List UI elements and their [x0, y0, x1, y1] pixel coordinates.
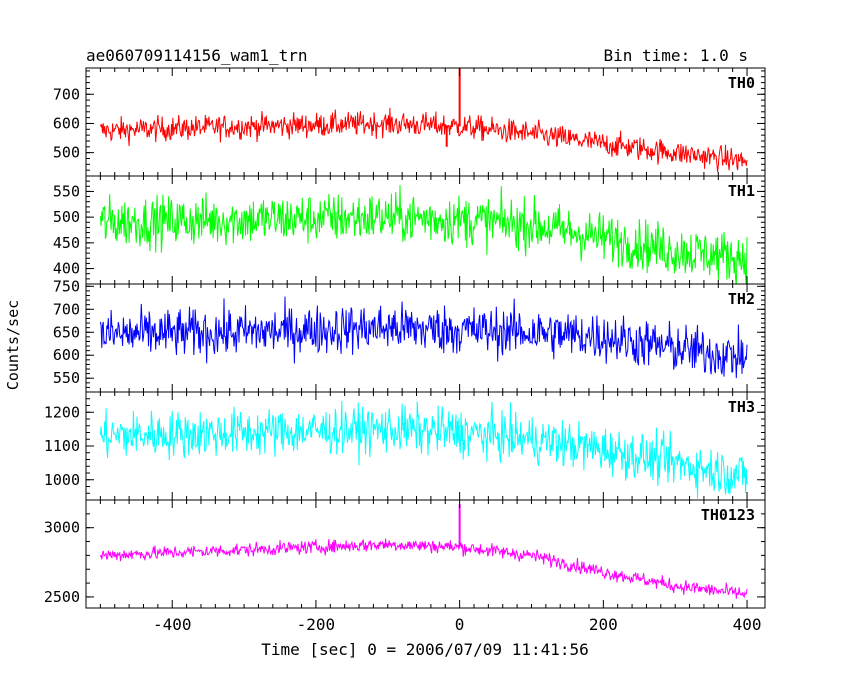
panel-label: TH0 — [728, 74, 755, 92]
panel-frame — [85, 499, 766, 609]
y-tick-label: 500 — [53, 144, 80, 162]
panels-group: 500 600 700 TH0 400 450 500 550 TH1 550 600 650 700 7… — [44, 67, 766, 634]
panel-label: TH3 — [728, 398, 755, 416]
x-tick-label: -200 — [297, 615, 336, 634]
panel-th0: 500 600 700 TH0 — [53, 67, 766, 177]
y-tick-label: 700 — [53, 300, 80, 318]
y-axis-label: Counts/sec — [4, 300, 22, 390]
panel-frame — [85, 391, 766, 501]
series-line-th3 — [99, 400, 748, 499]
x-tick-label: 400 — [733, 615, 762, 634]
panel-th3: 1000 1100 1200 TH3 — [44, 391, 766, 501]
y-tick-label: 700 — [53, 85, 80, 103]
series-line-th2 — [99, 296, 748, 379]
panel-th2: 550 600 650 700 750 TH2 — [53, 277, 766, 393]
panel-label: TH2 — [728, 290, 755, 308]
panel-label: TH0123 — [701, 506, 755, 524]
y-tick-label: 550 — [53, 182, 80, 200]
y-tick-label: 450 — [53, 234, 80, 252]
x-tick-label: 0 — [455, 615, 465, 634]
y-tick-label: 1000 — [44, 471, 80, 489]
y-tick-label: 500 — [53, 208, 80, 226]
series-line-th1 — [99, 185, 748, 284]
panel-th1: 400 450 500 550 TH1 — [53, 175, 766, 285]
panel-label: TH1 — [728, 182, 755, 200]
y-tick-label: 600 — [53, 346, 80, 364]
series-line-th0 — [99, 107, 748, 173]
series-line-th0123 — [99, 538, 748, 599]
y-tick-label: 550 — [53, 369, 80, 387]
y-tick-label: 1100 — [44, 437, 80, 455]
y-tick-label: 2500 — [44, 588, 80, 606]
observation-id-title: ae060709114156_wam1_trn — [86, 46, 308, 65]
bin-time-label: Bin time: 1.0 s — [604, 46, 749, 65]
x-axis-label: Time [sec] 0 = 2006/07/09 11:41:56 — [261, 640, 589, 659]
y-tick-label: 400 — [53, 260, 80, 278]
x-tick-label: 200 — [589, 615, 618, 634]
x-tick-label: -400 — [153, 615, 192, 634]
panel-th0123: 2500 3000 TH0123 — [44, 499, 766, 609]
y-tick-label: 750 — [53, 277, 80, 295]
y-tick-label: 1200 — [44, 403, 80, 421]
y-tick-label: 650 — [53, 323, 80, 341]
y-tick-label: 3000 — [44, 519, 80, 537]
y-tick-label: 600 — [53, 114, 80, 132]
